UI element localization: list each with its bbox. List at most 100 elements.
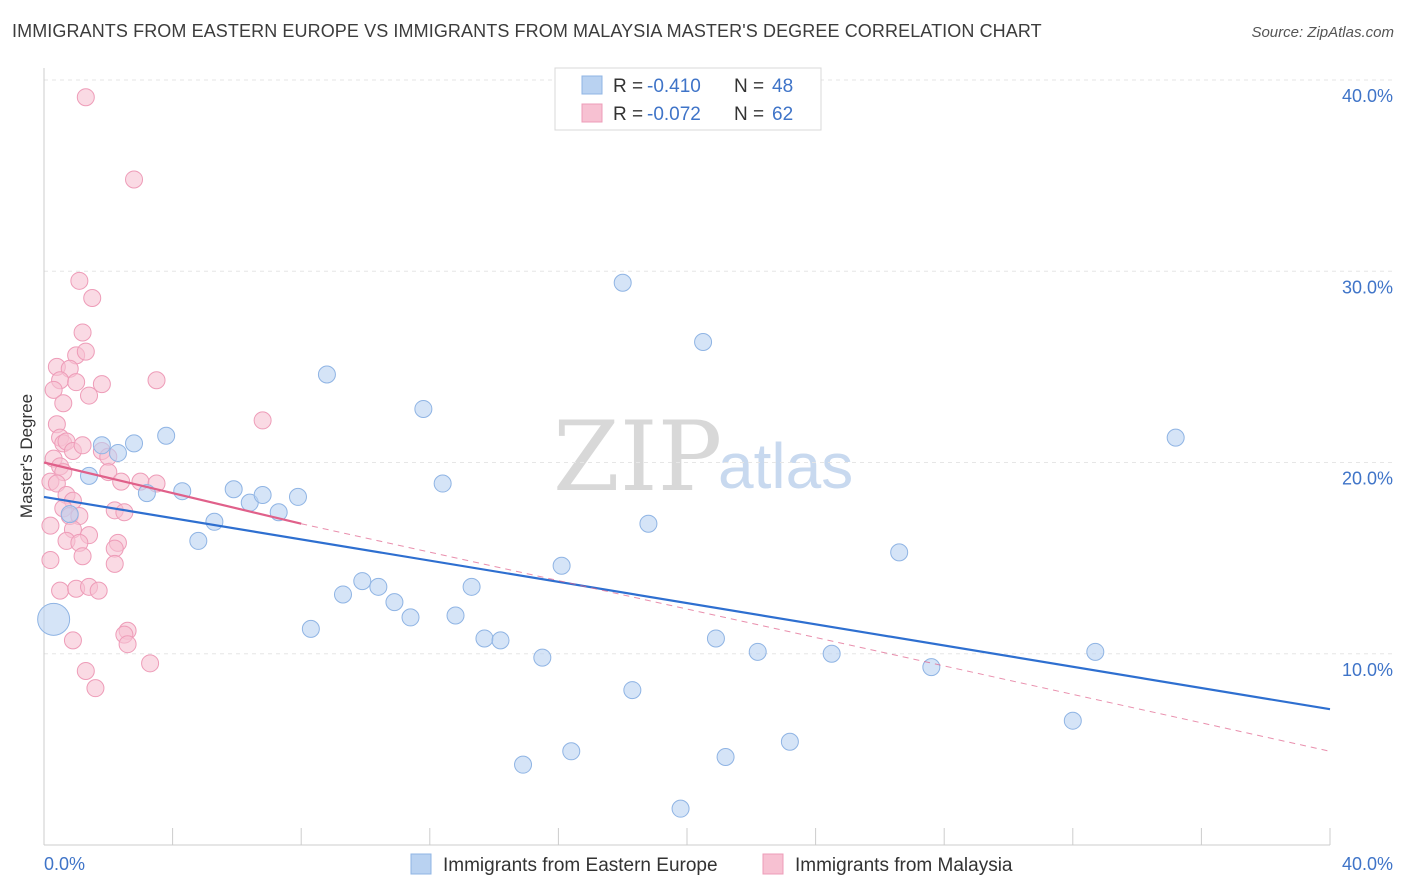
eastern-europe-point [433, 474, 452, 493]
y-tick-label: 20.0% [1342, 469, 1393, 489]
eastern-europe-point [694, 333, 713, 352]
malaysia-trend-line-extension [301, 523, 1331, 752]
malaysia-point [83, 289, 102, 308]
eastern-europe-point [1086, 642, 1105, 661]
malaysia-point [76, 661, 95, 680]
malaysia-point [73, 436, 92, 455]
eastern-europe-point [189, 531, 208, 550]
legend-swatch-blue [581, 75, 603, 95]
legend-n-label-pink: N = [734, 104, 764, 125]
malaysia-point [89, 581, 108, 600]
eastern-europe-point [552, 556, 571, 575]
eastern-europe-point [748, 642, 767, 661]
eastern-europe-point [822, 644, 841, 663]
eastern-europe-point [890, 543, 909, 562]
eastern-europe-point [671, 799, 690, 818]
eastern-europe-point [369, 577, 388, 596]
eastern-europe-point [716, 748, 735, 767]
eastern-europe-point [92, 436, 111, 455]
eastern-europe-point [514, 755, 533, 774]
eastern-europe-point [333, 585, 352, 604]
eastern-europe-point [385, 593, 404, 612]
malaysia-point [63, 631, 82, 650]
eastern-europe-point [780, 732, 799, 751]
x-axis-ticks [43, 828, 1331, 845]
legend-r-value-pink: -0.072 [647, 104, 701, 125]
malaysia-point [51, 581, 70, 600]
gridlines [44, 79, 1392, 655]
eastern-europe-point [108, 443, 127, 462]
eastern-europe-point [353, 572, 372, 591]
malaysia-point [80, 386, 99, 405]
eastern-europe-point [462, 577, 481, 596]
eastern-europe-point [562, 742, 581, 761]
legend-swatch-pink [581, 103, 603, 123]
malaysia-point [76, 88, 95, 107]
x-tick-label-min: 0.0% [44, 854, 85, 874]
eastern-europe-point [224, 480, 243, 499]
eastern-europe-point [414, 399, 433, 418]
eastern-europe-point [613, 273, 632, 292]
y-tick-label: 40.0% [1342, 86, 1393, 106]
eastern-europe-point [1166, 428, 1185, 447]
eastern-europe-points [37, 273, 1185, 818]
malaysia-point [105, 554, 124, 573]
malaysia-point [41, 551, 60, 570]
legend-r-value-blue: -0.410 [647, 76, 701, 97]
chart-title: IMMIGRANTS FROM EASTERN EUROPE VS IMMIGR… [12, 21, 1042, 41]
correlation-legend: R = -0.410 N = 48 R = -0.072 N = 62 [554, 67, 822, 131]
watermark-atlas: atlas [718, 430, 853, 502]
eastern-europe-point [922, 658, 941, 677]
source-label: Source: ZipAtlas.com [1251, 24, 1394, 41]
malaysia-points [41, 88, 272, 698]
malaysia-point [86, 679, 105, 698]
eastern-europe-point [205, 512, 224, 531]
eastern-europe-point [1063, 711, 1082, 730]
y-tick-label: 10.0% [1342, 660, 1393, 680]
eastern-europe-point [706, 629, 725, 648]
eastern-europe-point [301, 619, 320, 638]
legend-r-label-blue: R = [613, 76, 643, 97]
legend-r-label-pink: R = [613, 104, 643, 125]
malaysia-point [141, 654, 160, 673]
eastern-europe-point [157, 426, 176, 445]
legend-n-value-pink: 62 [772, 104, 793, 125]
malaysia-point [70, 271, 89, 290]
series-legend-label-blue: Immigrants from Eastern Europe [443, 855, 718, 876]
eastern-europe-point [60, 505, 79, 524]
series-legend-swatch-blue [410, 853, 432, 875]
malaysia-point [76, 342, 95, 361]
malaysia-point [92, 375, 111, 394]
watermark-zip: ZIP [553, 401, 722, 513]
malaysia-point [44, 380, 63, 399]
eastern-europe-point [446, 606, 465, 625]
eastern-europe-point [253, 486, 272, 505]
malaysia-point [125, 170, 144, 189]
series-legend: Immigrants from Eastern Europe Immigrant… [410, 853, 1013, 876]
series-legend-label-pink: Immigrants from Malaysia [795, 855, 1013, 876]
series-legend-swatch-pink [762, 853, 784, 875]
eastern-europe-point [401, 608, 420, 627]
eastern-europe-point [37, 602, 71, 636]
malaysia-point [47, 474, 66, 493]
x-tick-label-max: 40.0% [1342, 854, 1393, 874]
y-tick-labels: 10.0% 20.0% 30.0% 40.0% [1342, 86, 1393, 680]
legend-n-label-blue: N = [734, 76, 764, 97]
malaysia-point [73, 323, 92, 342]
eastern-europe-point [491, 631, 510, 650]
malaysia-point [67, 373, 86, 392]
eastern-europe-point [623, 681, 642, 700]
malaysia-point [73, 547, 92, 566]
eastern-europe-point [639, 514, 658, 533]
malaysia-point [147, 371, 166, 390]
malaysia-trend-line [43, 461, 302, 525]
malaysia-point [105, 539, 124, 558]
eastern-europe-point [80, 466, 99, 485]
legend-n-value-blue: 48 [772, 76, 793, 97]
malaysia-point [118, 635, 137, 654]
eastern-europe-point [288, 487, 307, 506]
malaysia-point [54, 394, 73, 413]
y-axis-title: Master's Degree [17, 394, 36, 518]
malaysia-point [41, 516, 60, 535]
